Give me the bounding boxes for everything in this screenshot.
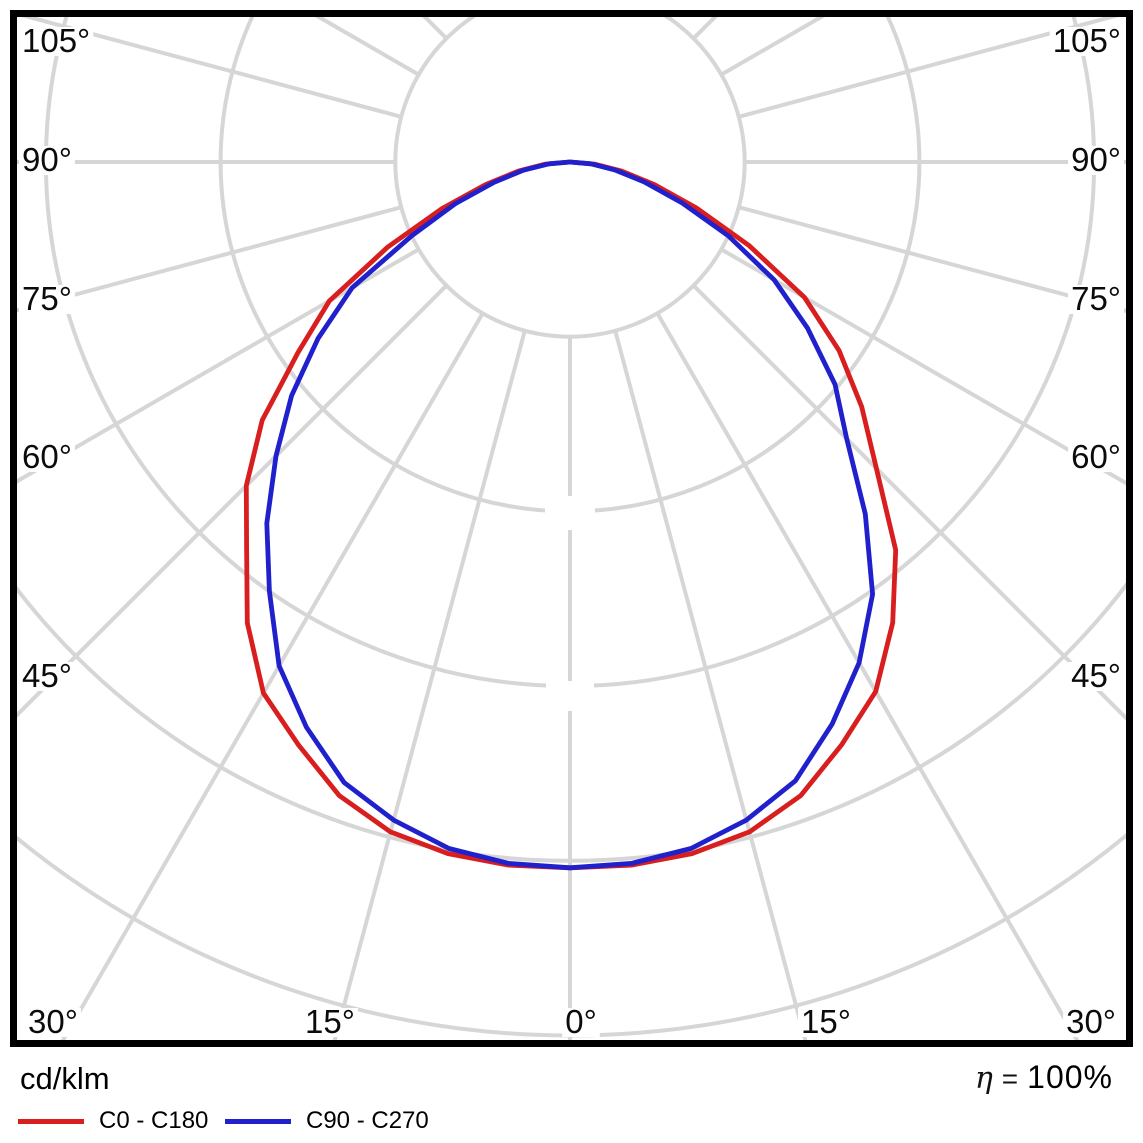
- eta-value: 100%: [1027, 1059, 1113, 1095]
- legend-label-c90-c270: C90 - C270: [306, 1107, 429, 1134]
- legend-swatch-c90-c270: [225, 1119, 291, 1124]
- grid-ray-R15: [613, 330, 808, 1040]
- footer: cd/klm C0 - C180 C90 - C270 η = 100%: [0, 1047, 1143, 1143]
- angle-label-right-105: 105°: [1053, 22, 1121, 59]
- angle-label-left-90: 90°: [22, 141, 72, 178]
- label-halo: [1068, 662, 1124, 691]
- unit-label: cd/klm: [20, 1061, 110, 1096]
- angle-labels: 105° 90° 75° 60° 45° 30° 105° 90° 75° 60…: [19, 22, 1124, 1040]
- label-halo: [19, 662, 75, 691]
- angle-label-left-105: 105°: [22, 22, 90, 59]
- efficiency-readout: η = 100%: [975, 1059, 1113, 1096]
- grid-ray-R45: [692, 284, 1126, 721]
- angle-label-right-90: 90°: [1071, 141, 1121, 178]
- eta-equals: =: [1001, 1063, 1019, 1094]
- angle-label-right-30: 30°: [1066, 1003, 1116, 1040]
- grid-ring-1: [393, 17, 747, 339]
- curve-c90-c270: [264, 159, 875, 871]
- legend: C0 - C180 C90 - C270: [0, 1105, 1143, 1139]
- angle-label-left-30: 30°: [28, 1003, 78, 1040]
- grid-ray-R30: [655, 312, 1080, 1040]
- intensity-curves: [243, 159, 899, 871]
- angle-label-right-75: 75°: [1071, 280, 1121, 317]
- angle-label-left-75: 75°: [22, 280, 72, 317]
- grid-ray-L75: [17, 205, 402, 313]
- label-halo: [1068, 146, 1124, 175]
- label-halo: [1068, 285, 1124, 314]
- angle-label-left-60: 60°: [22, 438, 72, 475]
- legend-label-c0-c180: C0 - C180: [99, 1107, 209, 1134]
- angle-label-right-60: 60°: [1071, 438, 1121, 475]
- angle-label-bottom-15-right: 15°: [801, 1003, 851, 1040]
- grid-ray-L45: [17, 284, 448, 718]
- label-halo: [25, 1008, 81, 1037]
- grid-ray-L105: [21, 17, 402, 119]
- angle-label-bottom-0: 0°: [565, 1003, 597, 1040]
- grid-ray-R60: [720, 247, 1126, 486]
- grid-ray-L15: [332, 330, 527, 1040]
- label-halo: [798, 1008, 854, 1037]
- grid-ray-L30: [60, 312, 485, 1040]
- angle-label-right-45: 45°: [1071, 657, 1121, 694]
- label-halo: [1049, 27, 1124, 56]
- label-halo: [19, 146, 75, 175]
- grid-ray-L60: [17, 247, 420, 484]
- label-halo: [1063, 1008, 1119, 1037]
- label-halo: [19, 285, 75, 314]
- angle-label-bottom-15-left: 15°: [305, 1003, 355, 1040]
- label-halo: [19, 443, 75, 472]
- eta-symbol: η: [974, 1061, 993, 1096]
- label-halo: [562, 1008, 600, 1037]
- label-halo: [19, 27, 94, 56]
- angle-label-left-45: 45°: [22, 657, 72, 694]
- plot-border: [10, 10, 1133, 1047]
- grid-ray-R105: [738, 17, 1119, 119]
- axis-value-gap-1: [546, 681, 594, 711]
- legend-swatch-c0-c180: [18, 1119, 84, 1124]
- axis-value-gap-0: [545, 496, 595, 530]
- label-halo: [302, 1008, 358, 1037]
- grid-ray-R75: [738, 205, 1126, 314]
- label-halo: [1068, 443, 1124, 472]
